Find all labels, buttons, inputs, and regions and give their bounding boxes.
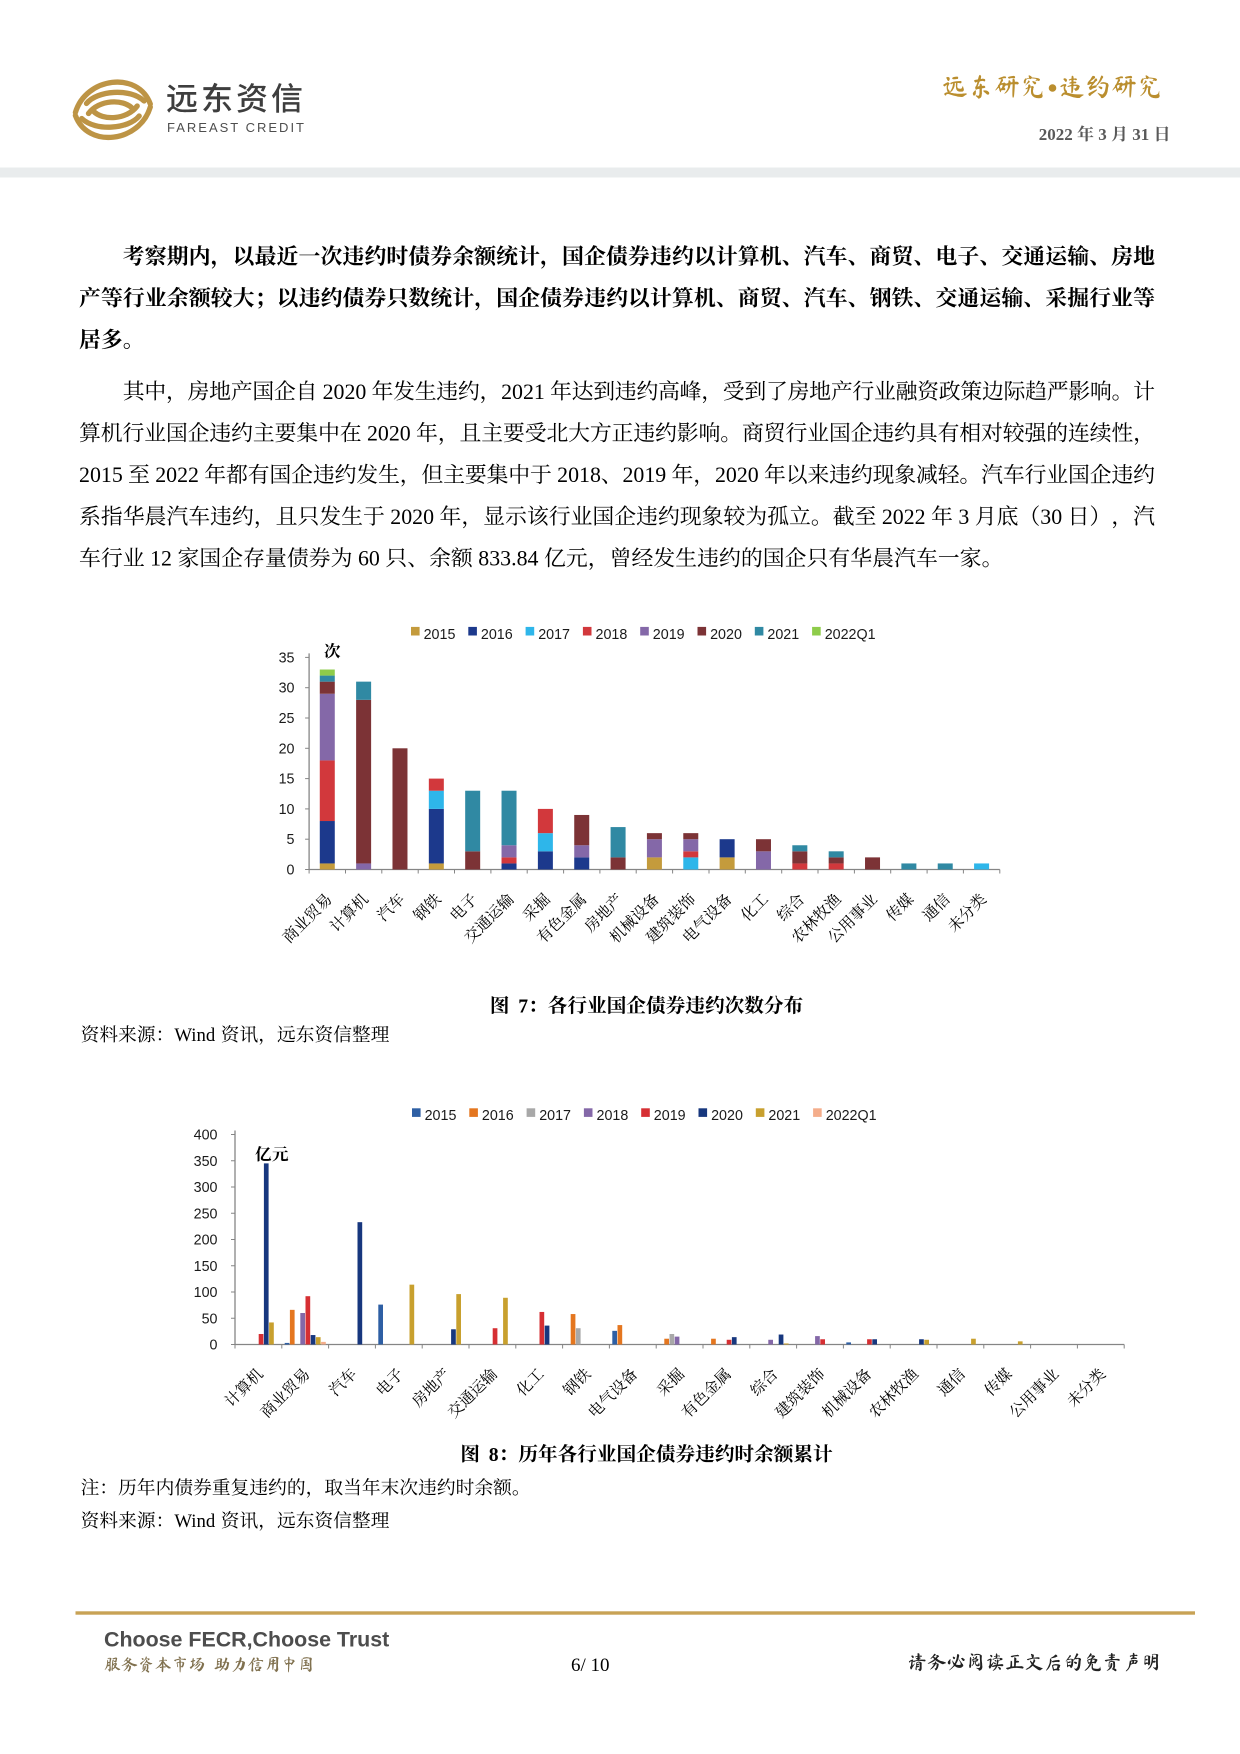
svg-text:2016: 2016 bbox=[482, 1108, 514, 1124]
svg-text:2022Q1: 2022Q1 bbox=[825, 627, 876, 643]
svg-text:2020: 2020 bbox=[390, 505, 434, 529]
svg-text:20: 20 bbox=[279, 741, 295, 757]
svg-text:30: 30 bbox=[1040, 505, 1062, 529]
svg-text:60: 60 bbox=[358, 547, 380, 571]
svg-text:0: 0 bbox=[287, 863, 295, 879]
svg-text:2020: 2020 bbox=[323, 380, 367, 404]
svg-text:35: 35 bbox=[279, 650, 295, 666]
svg-text:3: 3 bbox=[1098, 125, 1107, 144]
svg-text:Wind: Wind bbox=[174, 1025, 216, 1046]
svg-text:3: 3 bbox=[958, 505, 969, 529]
svg-text:2019: 2019 bbox=[654, 1108, 686, 1124]
svg-text:2020: 2020 bbox=[711, 1108, 743, 1124]
svg-text:8: 8 bbox=[489, 1444, 499, 1466]
svg-text:2022: 2022 bbox=[1039, 125, 1073, 144]
svg-text:6/ 10: 6/ 10 bbox=[571, 1655, 610, 1676]
svg-text:2020: 2020 bbox=[710, 627, 742, 643]
svg-text:2017: 2017 bbox=[538, 627, 570, 643]
svg-text:250: 250 bbox=[194, 1206, 218, 1222]
svg-text:30: 30 bbox=[279, 681, 295, 697]
svg-text:400: 400 bbox=[194, 1128, 218, 1144]
svg-text:833.84: 833.84 bbox=[478, 547, 538, 571]
svg-text:2021: 2021 bbox=[501, 380, 545, 404]
svg-text:0: 0 bbox=[210, 1338, 218, 1354]
svg-text:150: 150 bbox=[194, 1259, 218, 1275]
svg-text:12: 12 bbox=[150, 547, 172, 571]
svg-text:2015: 2015 bbox=[79, 463, 123, 487]
svg-text:10: 10 bbox=[279, 802, 295, 818]
svg-text:2016: 2016 bbox=[481, 627, 513, 643]
svg-text:Wind: Wind bbox=[174, 1511, 216, 1532]
svg-text:15: 15 bbox=[279, 772, 295, 788]
svg-text:200: 200 bbox=[194, 1233, 218, 1249]
svg-text:100: 100 bbox=[194, 1285, 218, 1301]
svg-text:Choose FECR,Choose Trust: Choose FECR,Choose Trust bbox=[104, 1628, 389, 1652]
svg-text:50: 50 bbox=[202, 1311, 218, 1327]
svg-text:2022: 2022 bbox=[155, 463, 199, 487]
svg-text:2018: 2018 bbox=[557, 463, 601, 487]
svg-text:FAREAST CREDIT: FAREAST CREDIT bbox=[167, 120, 306, 135]
svg-text:7: 7 bbox=[518, 995, 528, 1017]
svg-text:2019: 2019 bbox=[622, 463, 666, 487]
svg-text:2019: 2019 bbox=[653, 627, 685, 643]
svg-text:2020: 2020 bbox=[715, 463, 759, 487]
svg-text:2022: 2022 bbox=[882, 505, 926, 529]
svg-text:25: 25 bbox=[279, 711, 295, 727]
svg-text:2022Q1: 2022Q1 bbox=[826, 1108, 877, 1124]
svg-text:2017: 2017 bbox=[539, 1108, 571, 1124]
svg-text:300: 300 bbox=[194, 1180, 218, 1196]
svg-text:2015: 2015 bbox=[424, 627, 456, 643]
svg-text:2018: 2018 bbox=[596, 627, 628, 643]
svg-text:2021: 2021 bbox=[768, 1108, 800, 1124]
svg-text:2020: 2020 bbox=[367, 422, 411, 446]
svg-text:350: 350 bbox=[194, 1154, 218, 1170]
svg-text:2021: 2021 bbox=[767, 627, 799, 643]
svg-text:2015: 2015 bbox=[425, 1108, 457, 1124]
svg-text:2018: 2018 bbox=[597, 1108, 629, 1124]
svg-text:31: 31 bbox=[1132, 125, 1149, 144]
svg-text:5: 5 bbox=[287, 832, 295, 848]
